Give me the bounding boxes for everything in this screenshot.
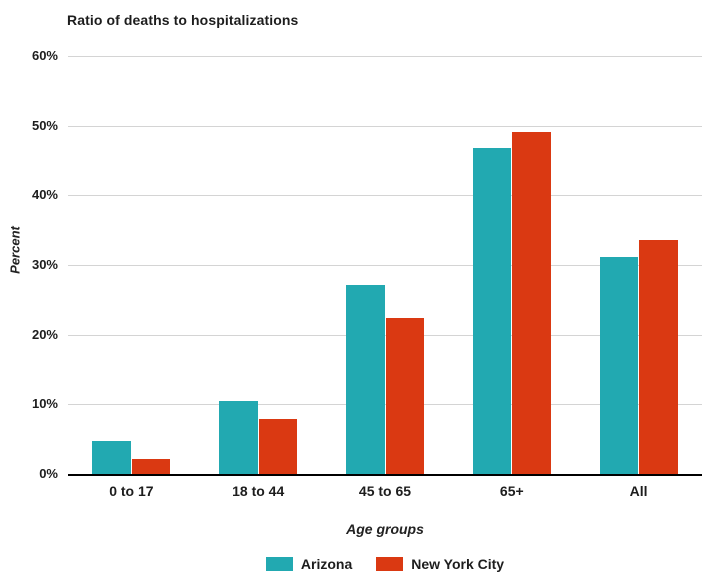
x-tick-label-65: 65+ xyxy=(499,483,524,499)
legend-swatch-arizona xyxy=(265,557,293,571)
x-tick-label-0-to-17: 0 to 17 xyxy=(109,483,154,499)
legend-label-arizona: Arizona xyxy=(300,556,353,572)
bar-arizona-18-to-44 xyxy=(219,400,258,474)
x-tick-label-all: All xyxy=(629,483,648,499)
legend-swatch-new-york-city xyxy=(376,557,404,571)
bar-new-york-city-18-to-44 xyxy=(258,418,298,474)
y-tick-label-10: 10% xyxy=(31,396,58,412)
legend-item-arizona: Arizona xyxy=(265,556,353,572)
gridline-60 xyxy=(68,56,702,57)
plot-area xyxy=(68,56,702,476)
y-tick-label-0: 0% xyxy=(39,466,58,481)
bar-new-york-city-45-to-65 xyxy=(385,317,424,474)
bar-new-york-city-all xyxy=(639,239,678,474)
x-tick-label-45-to-65: 45 to 65 xyxy=(358,483,412,499)
bar-new-york-city-65 xyxy=(512,131,551,474)
x-axis-title: Age groups xyxy=(346,521,424,537)
chart-title: Ratio of deaths to hospitalizations xyxy=(67,12,299,28)
gridline-20 xyxy=(68,334,702,336)
y-tick-label-60: 60% xyxy=(31,48,58,63)
gridline-30 xyxy=(68,265,702,266)
bar-new-york-city-0-to-17 xyxy=(131,458,171,474)
x-tick-label-18-to-44: 18 to 44 xyxy=(232,483,285,499)
y-tick-label-20: 20% xyxy=(31,326,58,342)
gridline-10 xyxy=(68,404,702,406)
gridline-40 xyxy=(68,195,702,197)
bar-arizona-all xyxy=(599,257,639,474)
gridline-50 xyxy=(68,125,702,127)
bar-arizona-65 xyxy=(472,147,512,474)
bar-arizona-0-to-17 xyxy=(92,440,131,474)
legend: Arizona New York City xyxy=(68,556,702,572)
legend-label-new-york-city: New York City xyxy=(411,556,505,572)
y-tick-label-50: 50% xyxy=(31,117,58,133)
legend-item-new-york-city: New York City xyxy=(376,556,504,572)
y-tick-label-30: 30% xyxy=(31,257,58,272)
bar-arizona-45-to-65 xyxy=(346,284,385,474)
y-tick-label-40: 40% xyxy=(31,187,58,203)
